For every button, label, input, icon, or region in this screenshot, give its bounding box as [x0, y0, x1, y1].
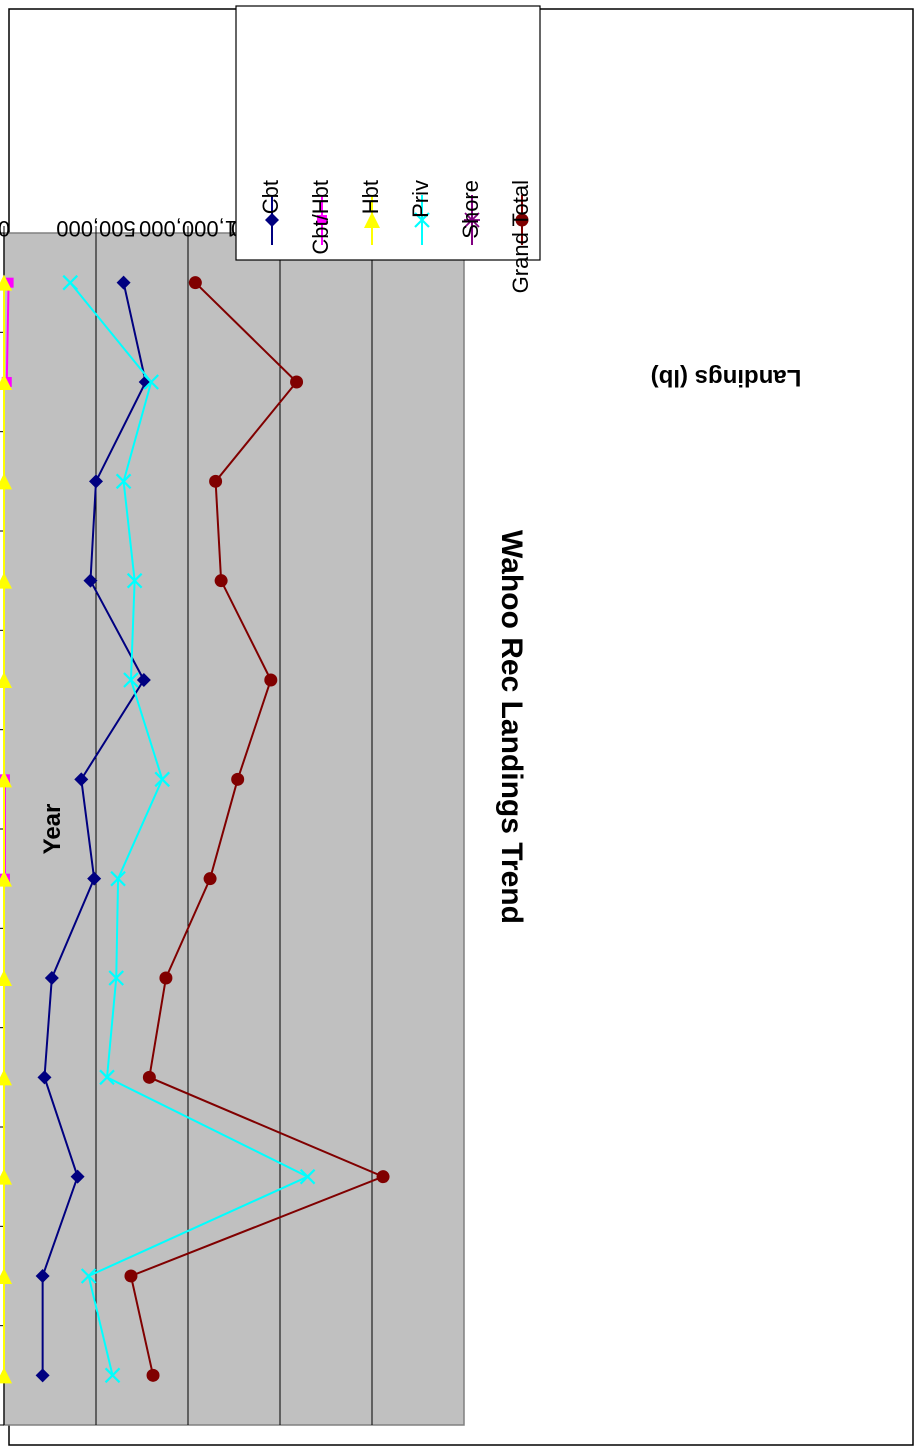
series-line-cbt-hbt: [5, 282, 10, 383]
gridlines: [95, 233, 373, 1425]
point-priv: [123, 672, 139, 688]
point-priv: [62, 274, 79, 291]
series-line-priv: [69, 282, 310, 1376]
point-grand-total: [376, 1170, 390, 1184]
point-hbt: [0, 1268, 12, 1284]
point-cbt: [35, 1368, 50, 1383]
point-hbt: [0, 771, 12, 788]
y-tick-label: 0: [0, 216, 10, 241]
legend-marker-hbt: [364, 212, 380, 228]
point-priv: [99, 1069, 115, 1086]
legend-box: [235, 5, 541, 261]
legend-label-priv: Priv: [408, 180, 433, 218]
point-priv: [110, 870, 126, 887]
point-cbt: [70, 1169, 85, 1184]
point-grand-total: [231, 772, 245, 786]
point-grand-total: [264, 673, 278, 687]
series-hbt: [0, 274, 12, 1384]
point-grand-total: [142, 1070, 156, 1084]
series-cbt: [35, 275, 153, 1383]
legend-item-shore: Shore: [458, 180, 483, 245]
point-cbt: [87, 871, 102, 886]
point-hbt: [0, 473, 12, 490]
series-grand-total: [124, 276, 390, 1382]
legend-label-grand-total: Grand Total: [508, 180, 533, 293]
y-tick-label: 1,000,000: [139, 216, 237, 241]
point-hbt: [0, 1367, 12, 1384]
legend-marker-priv: [414, 212, 430, 228]
legend-label-hbt: Hbt: [358, 180, 383, 214]
legend-marker-shore: [464, 212, 480, 228]
point-priv: [108, 970, 125, 986]
point-hbt: [0, 870, 12, 887]
point-priv: [126, 572, 143, 589]
legend-marker-cbt-hbt: [317, 215, 327, 225]
point-priv: [104, 1367, 121, 1384]
point-cbt: [35, 1269, 50, 1283]
point-hbt: [0, 274, 12, 291]
legend: Cbt Cbt/Hbt Hbt Priv Shore Grand Total: [258, 180, 533, 293]
point-priv: [299, 1168, 316, 1185]
legend-label-shore: Shore: [458, 180, 483, 239]
chart-title: Wahoo Rec Landings Trend: [495, 530, 528, 924]
legend-label-cbt: Cbt: [258, 180, 283, 214]
point-hbt: [0, 572, 12, 589]
point-hbt: [0, 672, 12, 688]
point-grand-total: [290, 375, 304, 389]
point-cbt: [89, 474, 103, 489]
point-grand-total: [159, 971, 173, 985]
point-grand-total: [124, 1269, 138, 1283]
point-priv: [154, 771, 171, 788]
legend-item-cbt-hbt: Cbt/Hbt: [308, 180, 333, 255]
point-hbt: [0, 970, 12, 986]
plot-area: [3, 232, 465, 1426]
point-hbt: [0, 374, 12, 390]
point-grand-total: [188, 276, 202, 290]
series-layer: [0, 274, 390, 1384]
point-cbt: [136, 673, 151, 687]
legend-item-cbt: Cbt: [258, 180, 283, 245]
point-cbt: [74, 772, 89, 787]
rotated-chart: Wahoo Rec Landings Trend 199819992000200…: [0, 5, 802, 1426]
point-cbt: [37, 1070, 52, 1085]
legend-marker-cbt: [265, 213, 279, 227]
point-cbt: [44, 971, 59, 985]
y-tick-label: 500,000: [56, 216, 136, 241]
series-line-cbt: [41, 282, 147, 1376]
point-cbt: [116, 275, 131, 290]
point-grand-total: [146, 1368, 160, 1382]
legend-label-cbt-hbt: Cbt/Hbt: [308, 180, 333, 255]
point-priv: [80, 1268, 97, 1284]
point-cbt: [83, 573, 98, 588]
point-hbt: [0, 1168, 12, 1185]
series-line-grand-total: [129, 281, 386, 1376]
point-hbt: [0, 1069, 12, 1086]
x-axis-title: Year: [39, 804, 66, 855]
legend-item-priv: Priv: [408, 180, 433, 245]
legend-item-hbt: Hbt: [358, 180, 383, 245]
point-grand-total: [214, 574, 228, 588]
point-priv: [115, 473, 132, 490]
point-grand-total: [203, 872, 217, 886]
point-priv: [143, 374, 159, 390]
legend-marker-grand-total: [515, 213, 529, 227]
series-priv: [62, 274, 316, 1384]
legend-item-grand-total: Grand Total: [508, 180, 533, 293]
y-axis-title: Landings (lb): [651, 364, 802, 391]
point-grand-total: [209, 474, 223, 488]
